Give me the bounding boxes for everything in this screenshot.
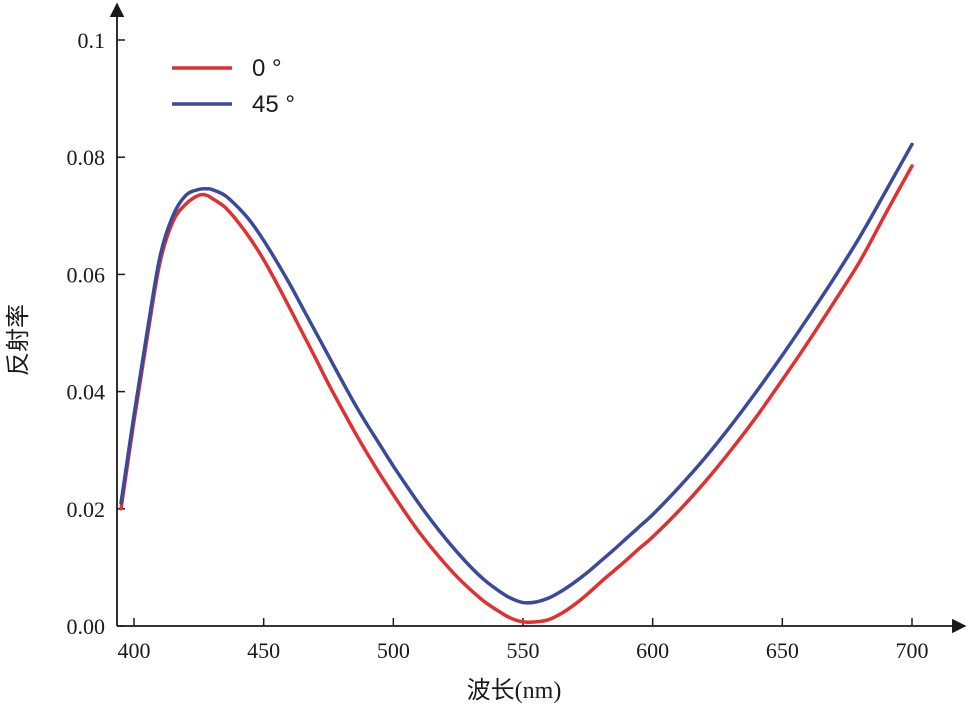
x-tick-label-550: 550: [507, 638, 540, 663]
x-tick-label-400: 400: [118, 638, 151, 663]
legend-label-0: 0 °: [252, 55, 282, 82]
y-axis-title: 反射率: [5, 304, 32, 376]
x-axis-title: 波长(nm): [467, 677, 562, 704]
x-tick-label-450: 450: [247, 638, 280, 663]
y-tick-label-4: 0.08: [67, 145, 106, 170]
x-ticks: 400 450 500 550 600 650 700: [118, 618, 929, 663]
x-tick-label-650: 650: [766, 638, 799, 663]
legend: 0 ° 45 °: [172, 55, 295, 118]
y-tick-label-1: 0.02: [67, 497, 106, 522]
axes: [109, 2, 967, 634]
y-tick-label-3: 0.06: [67, 262, 106, 287]
y-tick-label-5: 0.1: [78, 28, 106, 53]
series-line-1: [119, 142, 914, 605]
x-tick-label-700: 700: [896, 638, 929, 663]
y-tick-label-0: 0.00: [67, 614, 106, 639]
y-ticks: 0.00 0.02 0.04 0.06 0.08 0.1: [67, 28, 125, 639]
series-lines: [119, 142, 914, 625]
y-tick-label-2: 0.04: [67, 380, 106, 405]
x-tick-label-500: 500: [377, 638, 410, 663]
series-line-0: [119, 164, 914, 625]
x-tick-label-600: 600: [636, 638, 669, 663]
legend-label-1: 45 °: [252, 91, 295, 118]
